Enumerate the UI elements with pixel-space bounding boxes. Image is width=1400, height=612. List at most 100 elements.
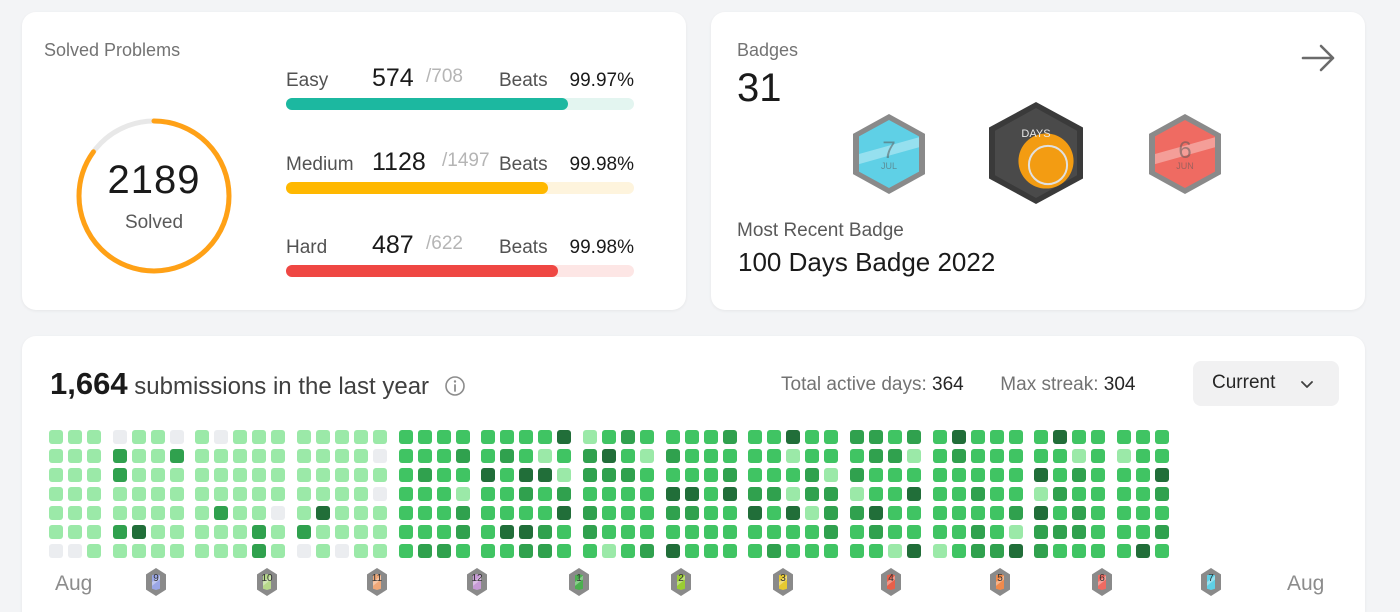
calendar-cell[interactable] <box>87 430 101 444</box>
calendar-cell[interactable] <box>620 449 635 463</box>
calendar-cell[interactable] <box>557 487 572 501</box>
calendar-cell[interactable] <box>417 506 432 520</box>
calendar-cell[interactable] <box>169 430 184 444</box>
calendar-cell[interactable] <box>1116 430 1131 444</box>
calendar-cell[interactable] <box>786 544 801 558</box>
calendar-cell[interactable] <box>722 506 737 520</box>
calendar-cell[interactable] <box>703 544 718 558</box>
calendar-cell[interactable] <box>519 525 534 539</box>
calendar-cell[interactable] <box>824 525 839 539</box>
calendar-cell[interactable] <box>1034 468 1049 482</box>
calendar-cell[interactable] <box>481 430 496 444</box>
calendar-cell[interactable] <box>684 487 699 501</box>
calendar-cell[interactable] <box>703 525 718 539</box>
calendar-cell[interactable] <box>1116 468 1131 482</box>
calendar-cell[interactable] <box>398 544 413 558</box>
calendar-cell[interactable] <box>601 544 616 558</box>
calendar-cell[interactable] <box>519 544 534 558</box>
calendar-cell[interactable] <box>271 449 286 463</box>
calendar-cell[interactable] <box>824 468 839 482</box>
calendar-cell[interactable] <box>1034 525 1049 539</box>
calendar-cell[interactable] <box>620 468 635 482</box>
calendar-cell[interactable] <box>868 468 883 482</box>
nov-badge-icon[interactable]: 11 <box>361 566 393 598</box>
calendar-cell[interactable] <box>481 525 496 539</box>
calendar-cell[interactable] <box>722 544 737 558</box>
calendar-cell[interactable] <box>639 449 654 463</box>
calendar-cell[interactable] <box>932 468 947 482</box>
sep-badge-icon[interactable]: 9 <box>140 566 172 598</box>
calendar-cell[interactable] <box>786 430 801 444</box>
calendar-cell[interactable] <box>214 506 229 520</box>
calendar-cell[interactable] <box>296 430 311 444</box>
calendar-cell[interactable] <box>1034 487 1049 501</box>
calendar-cell[interactable] <box>1053 449 1068 463</box>
calendar-cell[interactable] <box>87 468 101 482</box>
calendar-cell[interactable] <box>252 430 267 444</box>
calendar-cell[interactable] <box>748 449 763 463</box>
calendar-cell[interactable] <box>1072 468 1087 482</box>
calendar-cell[interactable] <box>195 525 210 539</box>
calendar-cell[interactable] <box>951 430 966 444</box>
calendar-cell[interactable] <box>214 487 229 501</box>
calendar-cell[interactable] <box>87 506 101 520</box>
calendar-cell[interactable] <box>68 544 82 558</box>
calendar-cell[interactable] <box>639 487 654 501</box>
calendar-cell[interactable] <box>932 544 947 558</box>
calendar-cell[interactable] <box>417 468 432 482</box>
calendar-cell[interactable] <box>684 449 699 463</box>
calendar-cell[interactable] <box>68 525 82 539</box>
calendar-cell[interactable] <box>601 487 616 501</box>
calendar-cell[interactable] <box>500 487 515 501</box>
calendar-cell[interactable] <box>481 506 496 520</box>
calendar-cell[interactable] <box>1154 430 1169 444</box>
calendar-cell[interactable] <box>1135 487 1150 501</box>
calendar-cell[interactable] <box>353 468 368 482</box>
calendar-cell[interactable] <box>1154 525 1169 539</box>
apr-badge-icon[interactable]: 4 <box>875 566 907 598</box>
calendar-cell[interactable] <box>824 449 839 463</box>
calendar-cell[interactable] <box>398 449 413 463</box>
calendar-cell[interactable] <box>887 544 902 558</box>
calendar-cell[interactable] <box>68 430 82 444</box>
calendar-cell[interactable] <box>271 487 286 501</box>
calendar-cell[interactable] <box>906 449 921 463</box>
calendar-cell[interactable] <box>989 544 1004 558</box>
may-badge-icon[interactable]: 5 <box>984 566 1016 598</box>
calendar-cell[interactable] <box>639 468 654 482</box>
calendar-cell[interactable] <box>786 487 801 501</box>
calendar-cell[interactable] <box>417 487 432 501</box>
calendar-cell[interactable] <box>1091 506 1106 520</box>
calendar-cell[interactable] <box>868 525 883 539</box>
calendar-cell[interactable] <box>353 487 368 501</box>
calendar-cell[interactable] <box>353 525 368 539</box>
calendar-cell[interactable] <box>353 449 368 463</box>
calendar-cell[interactable] <box>951 525 966 539</box>
calendar-cell[interactable] <box>824 487 839 501</box>
calendar-cell[interactable] <box>582 544 597 558</box>
calendar-cell[interactable] <box>271 430 286 444</box>
calendar-cell[interactable] <box>557 430 572 444</box>
calendar-cell[interactable] <box>767 506 782 520</box>
100-days-badge-icon[interactable]: DAYS <box>983 100 1089 211</box>
calendar-cell[interactable] <box>500 430 515 444</box>
calendar-cell[interactable] <box>805 468 820 482</box>
calendar-cell[interactable] <box>582 468 597 482</box>
calendar-cell[interactable] <box>767 449 782 463</box>
calendar-cell[interactable] <box>1072 430 1087 444</box>
calendar-cell[interactable] <box>805 544 820 558</box>
calendar-cell[interactable] <box>868 544 883 558</box>
calendar-cell[interactable] <box>68 506 82 520</box>
calendar-cell[interactable] <box>805 487 820 501</box>
calendar-cell[interactable] <box>748 506 763 520</box>
calendar-cell[interactable] <box>1154 468 1169 482</box>
calendar-cell[interactable] <box>271 506 286 520</box>
calendar-cell[interactable] <box>455 468 470 482</box>
calendar-cell[interactable] <box>989 506 1004 520</box>
calendar-cell[interactable] <box>417 449 432 463</box>
calendar-cell[interactable] <box>665 506 680 520</box>
calendar-cell[interactable] <box>538 430 553 444</box>
calendar-cell[interactable] <box>49 525 63 539</box>
calendar-cell[interactable] <box>334 430 349 444</box>
calendar-cell[interactable] <box>150 468 165 482</box>
